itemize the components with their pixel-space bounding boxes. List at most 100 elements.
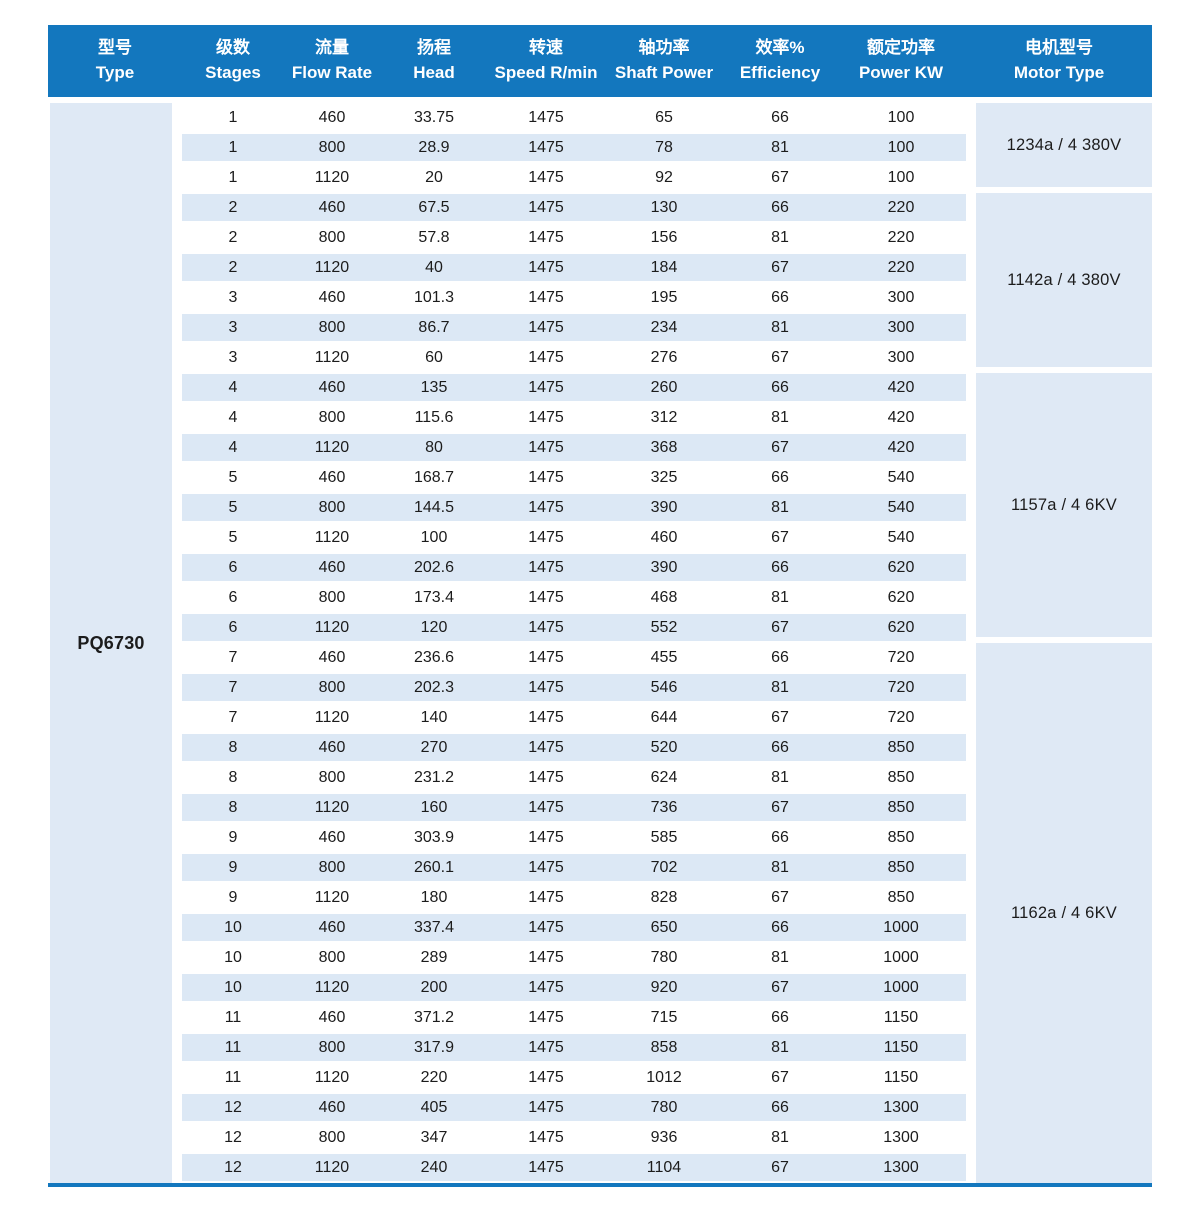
table-row: 3 800 86.7 1475 234 81 300 (182, 313, 966, 343)
table-cell: 800 (318, 679, 346, 696)
table-cell: 144.5 (413, 499, 455, 516)
table-cell: 540 (887, 499, 915, 516)
table-cell: 1120 (314, 619, 350, 636)
table-row: 7 1120 140 1475 644 67 720 (182, 703, 966, 733)
table-cell: 1475 (528, 829, 564, 846)
table-cell: 6 (228, 559, 238, 576)
table-cell: 850 (887, 739, 915, 756)
table-cell: 120 (420, 619, 448, 636)
table-cell: 920 (650, 979, 678, 996)
table-cell: 1300 (883, 1099, 919, 1116)
column-header-zh: 扬程 (417, 38, 451, 58)
table-cell: 1475 (528, 559, 564, 576)
table-cell: 540 (887, 469, 915, 486)
table-cell: 67 (771, 889, 789, 906)
table-cell: 81 (771, 769, 789, 786)
table-cell: 7 (228, 679, 238, 696)
table-cell: 1475 (528, 139, 564, 156)
table-cell: 160 (420, 799, 448, 816)
table-cell: 7 (228, 709, 238, 726)
motor-type-cell: 1142a / 4 380V (976, 193, 1152, 367)
table-cell: 715 (650, 1009, 678, 1026)
table-row: 7 800 202.3 1475 546 81 720 (182, 673, 966, 703)
table-cell: 66 (771, 289, 789, 306)
column-header-zh: 电机型号 (1025, 38, 1093, 58)
table-cell: 81 (771, 229, 789, 246)
table-row: 6 1120 120 1475 552 67 620 (182, 613, 966, 643)
table-row: 4 460 135 1475 260 66 420 (182, 373, 966, 403)
table-cell: 800 (318, 139, 346, 156)
table-row: 12 800 347 1475 936 81 1300 (182, 1123, 966, 1153)
table-row: 1 1120 20 1475 92 67 100 (182, 163, 966, 193)
table-cell: 800 (318, 859, 346, 876)
table-row: 8 1120 160 1475 736 67 850 (182, 793, 966, 823)
table-row: 8 800 231.2 1475 624 81 850 (182, 763, 966, 793)
table-cell: 184 (650, 259, 678, 276)
table-cell: 10 (224, 949, 242, 966)
motor-type-cell: 1157a / 4 6KV (976, 373, 1152, 637)
column-header-en: Efficiency (739, 63, 821, 82)
column-header-shaft-power: 轴功率 Shaft Power (604, 25, 724, 97)
table-cell: 1475 (528, 1129, 564, 1146)
table-cell: 270 (420, 739, 448, 756)
table-cell: 1475 (528, 1009, 564, 1026)
column-header-zh: 额定功率 (867, 38, 935, 58)
table-cell: 1120 (314, 799, 350, 816)
table-cell: 8 (228, 769, 238, 786)
table-cell: 720 (887, 649, 915, 666)
table-cell: 67 (771, 619, 789, 636)
table-cell: 5 (228, 529, 238, 546)
column-header-zh: 效率% (755, 38, 805, 58)
table-cell: 1475 (528, 709, 564, 726)
table-cell: 800 (318, 949, 346, 966)
table-cell: 20 (425, 169, 443, 186)
table-row: 6 460 202.6 1475 390 66 620 (182, 553, 966, 583)
table-cell: 455 (650, 649, 678, 666)
table-body: PQ6730 1 460 33.75 1475 65 66 100 1 800 28.9 1475 7… (48, 103, 1152, 1183)
table-cell: 173.4 (413, 589, 455, 606)
table-cell: 92 (655, 169, 673, 186)
table-cell: 9 (228, 829, 238, 846)
table-row: 10 460 337.4 1475 650 66 1000 (182, 913, 966, 943)
table-cell: 850 (887, 769, 915, 786)
table-cell: 1475 (528, 169, 564, 186)
table-cell: 936 (650, 1129, 678, 1146)
table-cell: 858 (650, 1039, 678, 1056)
table-cell: 66 (771, 199, 789, 216)
table-cell: 1475 (528, 979, 564, 996)
table-cell: 11 (224, 1039, 242, 1056)
table-cell: 67 (771, 709, 789, 726)
table-cell: 1104 (646, 1159, 682, 1176)
table-cell: 67 (771, 799, 789, 816)
table-cell: 1475 (528, 919, 564, 936)
table-cell: 1300 (883, 1159, 919, 1176)
table-cell: 135 (420, 379, 448, 396)
table-cell: 60 (425, 349, 443, 366)
table-cell: 720 (887, 679, 915, 696)
table-cell: 231.2 (413, 769, 455, 786)
table-cell: 460 (318, 379, 346, 396)
column-header-en: Shaft Power (614, 63, 714, 82)
table-cell: 130 (650, 199, 678, 216)
table-row: 11 1120 220 1475 1012 67 1150 (182, 1063, 966, 1093)
table-cell: 66 (771, 109, 789, 126)
table-cell: 1120 (314, 259, 350, 276)
table-cell: 347 (420, 1129, 448, 1146)
table-cell: 6 (228, 589, 238, 606)
table-cell: 81 (771, 1129, 789, 1146)
column-header-en: Motor Type (1013, 63, 1105, 82)
motor-column: 1234a / 4 380V 1142a / 4 380V 1157a / 4 6K… (966, 103, 1152, 1183)
type-column: PQ6730 (48, 103, 182, 1183)
table-cell: 202.3 (413, 679, 455, 696)
table-cell: 67 (771, 1159, 789, 1176)
table-cell: 66 (771, 739, 789, 756)
column-header-stages: 级数 Stages (182, 25, 284, 97)
table-cell: 66 (771, 379, 789, 396)
column-header-en: Type (95, 63, 135, 82)
table-cell: 195 (650, 289, 678, 306)
column-header-efficiency: 效率% Efficiency (724, 25, 836, 97)
table-cell: 100 (887, 139, 915, 156)
table-cell: 460 (318, 559, 346, 576)
table-cell: 67 (771, 169, 789, 186)
table-cell: 800 (318, 229, 346, 246)
